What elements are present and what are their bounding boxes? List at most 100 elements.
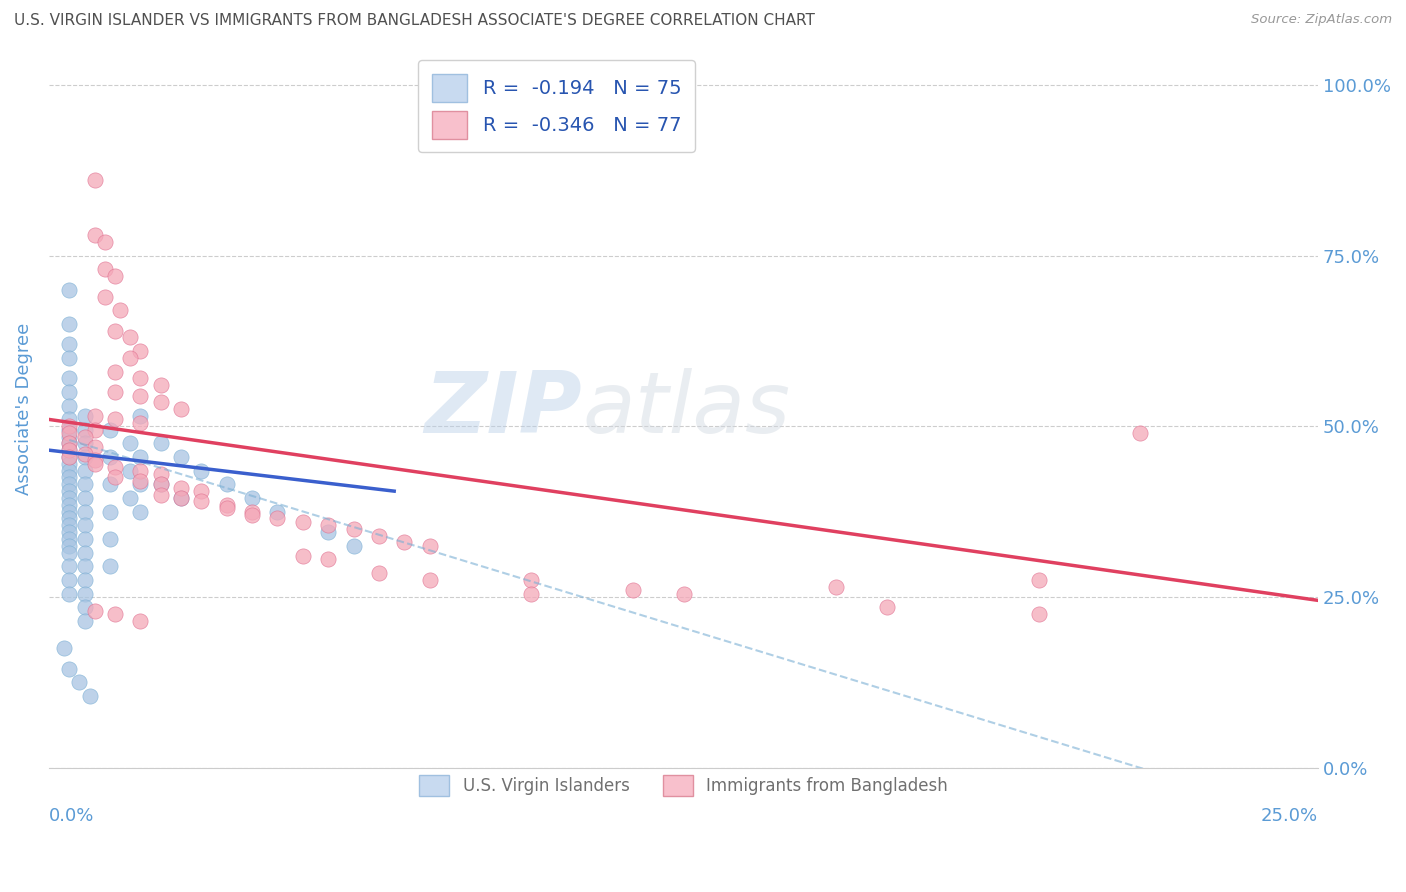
Point [73,429,96,443]
Point [316,525,339,540]
Point [94,262,117,277]
Point [58,511,80,525]
Point [58,586,80,600]
Point [342,522,364,536]
Point [149,378,172,392]
Point [149,477,172,491]
Point [98,450,121,464]
Text: ZIP: ZIP [425,368,582,450]
Point [621,583,644,598]
Point [58,505,80,519]
Point [73,450,96,464]
Point [215,501,238,516]
Point [129,474,152,488]
Point [58,436,80,450]
Y-axis label: Associate's Degree: Associate's Degree [15,323,32,495]
Point [104,470,127,484]
Point [83,173,105,187]
Point [419,573,441,587]
Point [83,440,105,454]
Point [104,324,127,338]
Point [129,416,152,430]
Point [58,337,80,351]
Point [58,457,80,471]
Point [83,604,105,618]
Point [53,641,76,656]
Point [58,498,80,512]
Point [83,457,105,471]
Point [73,409,96,423]
Point [129,409,152,423]
Point [94,289,117,303]
Text: Source: ZipAtlas.com: Source: ZipAtlas.com [1251,13,1392,27]
Point [368,566,391,580]
Point [58,443,80,458]
Point [58,283,80,297]
Point [73,477,96,491]
Point [58,464,80,478]
Point [129,371,152,385]
Point [58,662,80,676]
Point [170,491,193,505]
Point [73,573,96,587]
Point [73,505,96,519]
Point [98,477,121,491]
Point [73,546,96,560]
Point [215,498,238,512]
Point [73,423,96,437]
Point [170,481,193,495]
Point [170,491,193,505]
Point [1028,573,1050,587]
Point [824,580,846,594]
Point [129,450,152,464]
Point [104,268,127,283]
Point [58,532,80,546]
Point [104,607,127,621]
Point [58,518,80,533]
Point [98,532,121,546]
Point [58,351,80,365]
Point [291,549,314,563]
Point [266,511,288,525]
Point [58,419,80,434]
Point [98,423,121,437]
Point [83,409,105,423]
Point [104,460,127,475]
Point [58,371,80,385]
Point [104,385,127,400]
Text: atlas: atlas [582,368,790,450]
Point [120,464,142,478]
Point [149,477,172,491]
Point [129,344,152,359]
Point [316,518,339,533]
Point [67,675,90,690]
Point [98,559,121,574]
Point [240,508,263,522]
Point [79,689,101,703]
Point [94,235,117,249]
Point [58,559,80,574]
Point [83,453,105,467]
Point [73,532,96,546]
Point [419,539,441,553]
Point [58,484,80,499]
Point [170,450,193,464]
Point [73,518,96,533]
Point [1129,426,1152,441]
Text: 0.0%: 0.0% [49,807,94,825]
Text: 25.0%: 25.0% [1261,807,1319,825]
Point [104,412,127,426]
Point [58,426,80,441]
Point [73,436,96,450]
Point [58,385,80,400]
Point [240,505,263,519]
Point [58,317,80,331]
Point [129,614,152,628]
Point [149,487,172,501]
Point [73,491,96,505]
Point [190,464,212,478]
Point [58,429,80,443]
Point [73,586,96,600]
Point [58,525,80,540]
Point [149,395,172,409]
